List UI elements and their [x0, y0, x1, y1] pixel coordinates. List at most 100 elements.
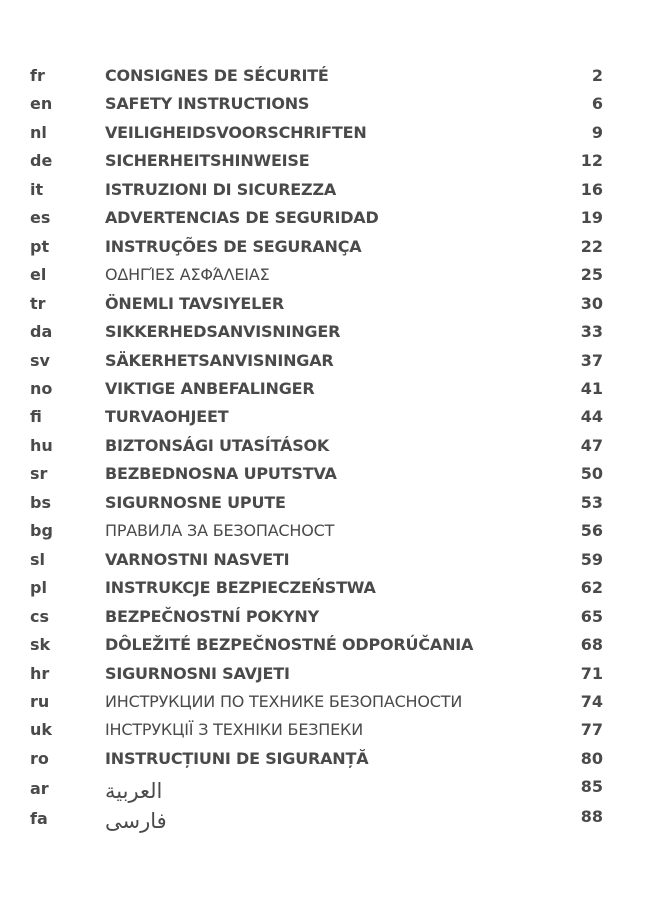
toc-entry-el[interactable]: el ΟΔΗΓΊΕΣ ΑΣΦΆΛΕΙΑΣ 25 — [30, 263, 603, 291]
language-code: fr — [30, 66, 45, 85]
toc-entry-ru[interactable]: ru ИНСТРУКЦИИ ПО ТЕХНИКЕ БЕЗОПАСНОСТИ 74 — [30, 690, 603, 718]
language-code: sl — [30, 549, 46, 569]
toc-entry-fr[interactable]: fr CONSIGNES DE SÉCURITÉ 2 — [30, 64, 603, 92]
section-title: DÔLEŽITÉ BEZPEČNOSTNÉ ODPORÚČANIA — [105, 635, 474, 655]
page-number: 74 — [580, 691, 603, 711]
page-number: 9 — [591, 122, 603, 142]
language-code: sv — [30, 350, 50, 370]
section-title: ÖNEMLI TAVSIYELER — [105, 293, 284, 313]
page-number: 56 — [580, 521, 603, 541]
toc-entry-pt[interactable]: pt INSTRUÇÕES DE SEGURANÇA 22 — [30, 235, 603, 263]
table-of-contents: fr CONSIGNES DE SÉCURITÉ 2 en SAFETY INST… — [30, 64, 603, 836]
toc-entry-fi[interactable]: fi TURVAOHJEET 44 — [30, 405, 603, 433]
section-title: VIKTIGE ANBEFALINGER — [105, 378, 315, 398]
language-code: it — [30, 179, 44, 199]
toc-entry-es[interactable]: es ADVERTENCIAS DE SEGURIDAD 19 — [30, 206, 603, 234]
language-code: pl — [30, 578, 47, 598]
toc-entry-tr[interactable]: tr ÖNEMLI TAVSIYELER 30 — [30, 292, 603, 320]
page-number: 80 — [580, 748, 603, 768]
toc-entry-it[interactable]: it ISTRUZIONI DI SICUREZZA 16 — [30, 178, 603, 206]
section-title: فارسی — [105, 809, 167, 834]
page-number: 44 — [580, 407, 603, 427]
section-title: SICHERHEITSHINWEISE — [105, 151, 310, 171]
page-number: 65 — [580, 606, 603, 626]
section-title: ADVERTENCIAS DE SEGURIDAD — [105, 208, 379, 228]
section-title: ΟΔΗΓΊΕΣ ΑΣΦΆΛΕΙΑΣ — [105, 265, 270, 285]
language-code: bs — [30, 492, 51, 512]
toc-entry-fa[interactable]: fa فارسی 88 — [30, 807, 603, 835]
toc-entry-da[interactable]: da SIKKERHEDSANVISNINGER 33 — [30, 320, 603, 348]
language-code: fi — [30, 407, 42, 427]
toc-entry-bs[interactable]: bs SIGURNOSNE UPUTE 53 — [30, 491, 603, 519]
page-number: 88 — [580, 807, 603, 827]
language-code: bg — [30, 521, 53, 541]
toc-entry-pl[interactable]: pl INSTRUKCJE BEZPIECZEŃSTWA 62 — [30, 576, 603, 604]
section-title: BEZPEČNOSTNÍ POKYNY — [105, 606, 319, 626]
page-number: 30 — [580, 293, 603, 313]
section-title: INSTRUÇÕES DE SEGURANÇA — [105, 236, 362, 256]
section-title: INSTRUCȚIUNI DE SIGURANȚĂ — [105, 748, 369, 768]
section-title: BEZBEDNOSNA UPUTSTVA — [105, 464, 337, 484]
language-code: ro — [30, 748, 49, 768]
toc-entry-cs[interactable]: cs BEZPEČNOSTNÍ POKYNY 65 — [30, 605, 603, 633]
toc-entry-bg[interactable]: bg ПРАВИЛА ЗА БЕЗОПАСНОСТ 56 — [30, 519, 603, 547]
page-number: 37 — [580, 350, 603, 370]
language-code: sk — [30, 635, 51, 655]
page-number: 85 — [580, 777, 603, 797]
toc-entry-en[interactable]: en SAFETY INSTRUCTIONS 6 — [30, 92, 603, 120]
page-number: 19 — [580, 208, 603, 228]
language-code: uk — [30, 720, 53, 740]
language-code: nl — [30, 122, 47, 142]
page-number: 77 — [580, 720, 603, 740]
toc-entry-hr[interactable]: hr SIGURNOSNI SAVJETI 71 — [30, 662, 603, 690]
language-code: de — [30, 151, 53, 171]
page-number: 12 — [580, 151, 603, 171]
language-code: tr — [30, 293, 46, 313]
page-number: 2 — [591, 66, 603, 85]
section-title: ИНСТРУКЦИИ ПО ТЕХНИКЕ БЕЗОПАСНОСТИ — [105, 691, 463, 711]
section-title: ISTRUZIONI DI SICUREZZA — [105, 179, 337, 199]
section-title: BIZTONSÁGI UTASÍTÁSOK — [105, 435, 330, 455]
language-code: pt — [30, 236, 50, 256]
page-number: 47 — [580, 435, 603, 455]
section-title: SIGURNOSNI SAVJETI — [105, 663, 290, 683]
toc-entry-sr[interactable]: sr BEZBEDNOSNA UPUTSTVA 50 — [30, 462, 603, 490]
language-code: fa — [30, 809, 48, 829]
toc-entry-sv[interactable]: sv SÄKERHETSANVISNINGAR 37 — [30, 349, 603, 377]
page-number: 33 — [580, 322, 603, 342]
page-number: 6 — [591, 94, 603, 114]
language-code: no — [30, 378, 53, 398]
language-code: ar — [30, 779, 49, 799]
toc-entry-no[interactable]: no VIKTIGE ANBEFALINGER 41 — [30, 377, 603, 405]
language-code: hr — [30, 663, 50, 683]
section-title: العربية — [105, 779, 163, 804]
section-title: VARNOSTNI NASVETI — [105, 549, 290, 569]
language-code: el — [30, 265, 47, 285]
toc-entry-nl[interactable]: nl VEILIGHEIDSVOORSCHRIFTEN 9 — [30, 121, 603, 149]
section-title: SIGURNOSNE UPUTE — [105, 492, 286, 512]
section-title: TURVAOHJEET — [105, 407, 229, 427]
section-title: SAFETY INSTRUCTIONS — [105, 94, 310, 114]
page-number: 53 — [580, 492, 603, 512]
language-code: en — [30, 94, 53, 114]
toc-entry-uk[interactable]: uk ІНСТРУКЦІЇ З ТЕХНІКИ БЕЗПЕКИ 77 — [30, 718, 603, 746]
section-title: ІНСТРУКЦІЇ З ТЕХНІКИ БЕЗПЕКИ — [105, 720, 363, 740]
page-number: 22 — [580, 236, 603, 256]
toc-entry-ro[interactable]: ro INSTRUCȚIUNI DE SIGURANȚĂ 80 — [30, 747, 603, 775]
page-number: 71 — [580, 663, 603, 683]
section-title: ПРАВИЛА ЗА БЕЗОПАСНОСТ — [105, 521, 335, 541]
section-title: SIKKERHEDSANVISNINGER — [105, 322, 341, 342]
toc-entry-sk[interactable]: sk DÔLEŽITÉ BEZPEČNOSTNÉ ODPORÚČANIA 68 — [30, 633, 603, 661]
section-title: VEILIGHEIDSVOORSCHRIFTEN — [105, 122, 367, 142]
page-number: 25 — [580, 265, 603, 285]
page-number: 59 — [580, 549, 603, 569]
language-code: cs — [30, 606, 50, 626]
section-title: CONSIGNES DE SÉCURITÉ — [105, 66, 329, 85]
toc-entry-de[interactable]: de SICHERHEITSHINWEISE 12 — [30, 149, 603, 177]
toc-entry-ar[interactable]: ar العربية 85 — [30, 777, 603, 807]
page-number: 50 — [580, 464, 603, 484]
language-code: sr — [30, 464, 48, 484]
page-number: 41 — [580, 378, 603, 398]
toc-entry-hu[interactable]: hu BIZTONSÁGI UTASÍTÁSOK 47 — [30, 434, 603, 462]
toc-entry-sl[interactable]: sl VARNOSTNI NASVETI 59 — [30, 548, 603, 576]
